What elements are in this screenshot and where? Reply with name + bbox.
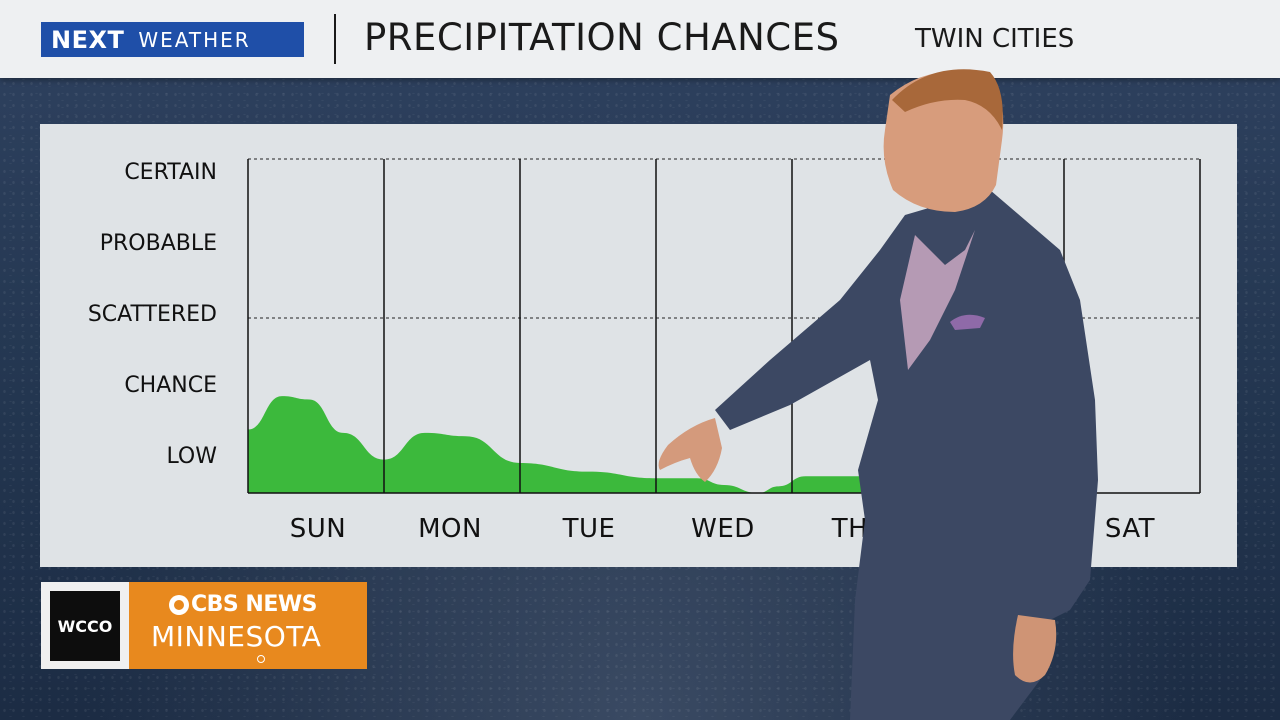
- y-level-label: CHANCE: [124, 373, 217, 398]
- next-weather-logo: NEXT WEATHER: [41, 22, 304, 57]
- x-day-label: TH: [831, 514, 869, 544]
- y-level-label: CERTAIN: [124, 160, 217, 185]
- page-title: PRECIPITATION CHANCES: [364, 16, 840, 59]
- header-divider: [334, 14, 336, 64]
- x-day-label: SUN: [289, 514, 347, 544]
- network-panel: CBS NEWS MINNESOTA: [129, 582, 367, 669]
- bug-dot-icon: [257, 655, 265, 663]
- x-day-label: MON: [418, 514, 482, 544]
- x-day-label: SAT: [1104, 514, 1156, 544]
- location-subtitle: TWIN CITIES: [915, 24, 1075, 54]
- network-name: CBS NEWS: [191, 592, 317, 617]
- precip-area-series: [248, 396, 1064, 493]
- station-logo: WCCO: [50, 591, 120, 661]
- y-level-label: PROBABLE: [99, 231, 217, 256]
- header-bar: NEXT WEATHER PRECIPITATION CHANCES TWIN …: [0, 0, 1280, 78]
- logo-weather-text: WEATHER: [138, 27, 251, 52]
- x-day-label: WED: [691, 514, 755, 544]
- network-bug: WCCO CBS NEWS MINNESOTA: [41, 582, 367, 669]
- y-level-label: SCATTERED: [87, 302, 217, 327]
- region-name: MINNESOTA: [151, 620, 322, 653]
- x-day-label: TUE: [562, 514, 616, 544]
- cbs-eye-icon: [169, 595, 189, 615]
- logo-next-text: NEXT: [51, 25, 125, 54]
- y-level-label: LOW: [166, 444, 217, 469]
